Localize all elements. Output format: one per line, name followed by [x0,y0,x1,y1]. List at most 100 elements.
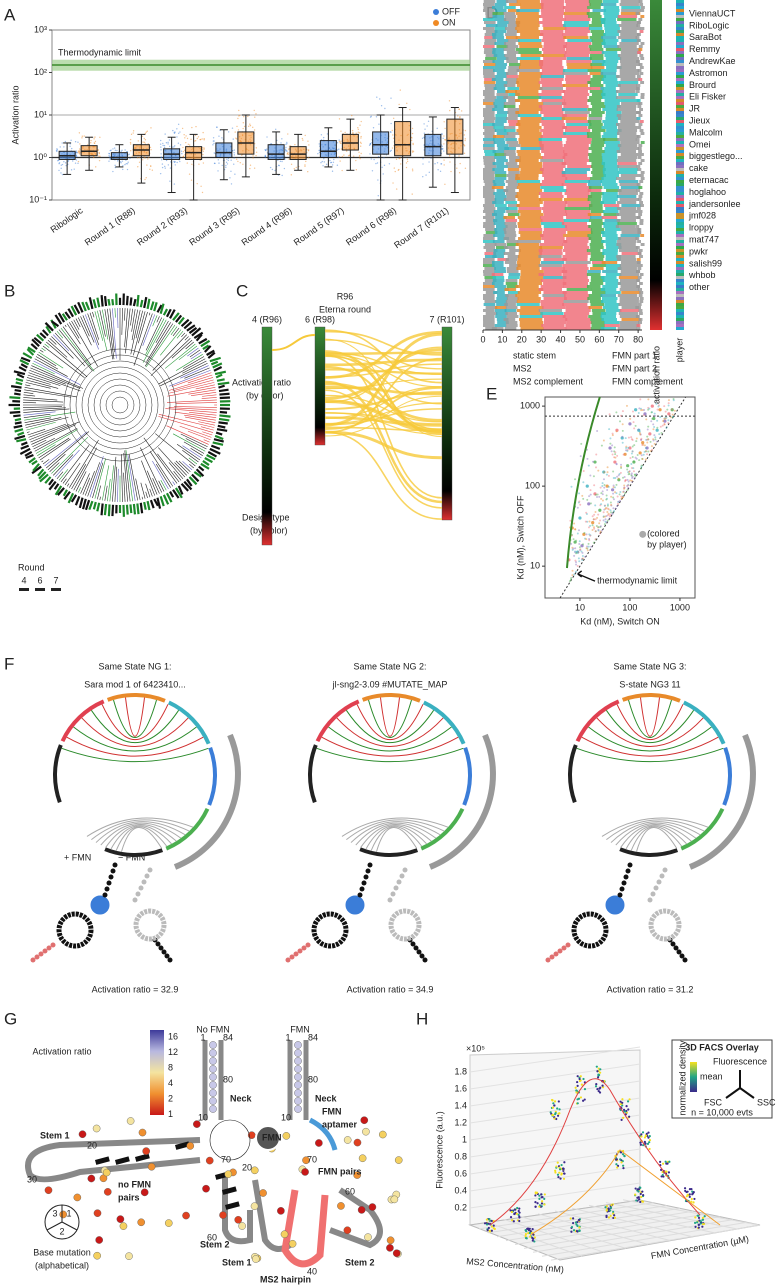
heat-cell [619,192,638,195]
cloud-dot [631,438,633,440]
pair-chord [577,748,724,761]
nt [209,1057,216,1064]
heat-cell [565,318,590,321]
cloud-dot [611,444,613,446]
heat-cell [497,144,509,147]
event [641,1190,643,1192]
heat-cell [603,0,619,3]
cloud-dot [578,543,580,545]
player-stripe [676,27,684,30]
jitter-dot [412,193,413,194]
heat-cell [520,6,543,9]
event [518,1215,520,1217]
heat-cell [604,324,620,327]
heat-cell [504,48,516,51]
jitter-dot [406,103,407,104]
jitter-dot [164,147,165,148]
player-stripe [676,162,684,165]
event [577,1102,579,1104]
nt-number: 84 [223,1032,233,1042]
nt [294,952,299,957]
heat-cell [566,120,591,123]
heat-cell [619,135,638,138]
heat-cell [538,255,561,258]
heat-cell [567,138,592,141]
heat-cell [606,57,622,60]
cloud-dot [633,421,635,423]
heat-cell [517,180,540,183]
heat-cell [566,48,591,51]
heat-cell [508,213,520,216]
point [658,408,661,411]
event [555,1165,557,1167]
heat-cell [493,69,505,72]
cloud-dot [575,540,577,542]
jitter-dot [178,133,179,134]
colorbar-tick: 4 [168,1078,173,1088]
jitter-dot [82,136,83,137]
player-stripe [676,258,684,261]
cloud-dot [622,477,624,479]
jitter-dot [317,153,318,154]
event [556,1107,558,1109]
player-stripe [676,81,684,84]
heat-cell [519,228,542,231]
box [395,122,411,156]
heat-cell [544,321,567,324]
heat-cell [483,324,495,327]
x-tick-label: 0 [480,334,485,344]
heat-cell [566,123,591,126]
ms2-tube [285,1190,325,1264]
jitter-dot [444,139,445,140]
heat-cell [618,237,637,240]
heat-cell [588,153,602,156]
outer-ring [127,296,128,305]
heat-cell [618,171,637,174]
heat-cell [495,324,507,327]
sequence-arc [620,849,677,855]
nt [103,893,108,898]
event [621,1102,623,1104]
heat-cell [493,279,505,282]
heat-cell [515,159,538,162]
jitter-dot [65,141,66,142]
jitter-dot [381,105,382,106]
outer-ring [80,498,83,508]
outer-ring [17,374,24,377]
jitter-dot [372,170,373,171]
heat-cell [563,90,588,93]
heat-cell [621,174,640,177]
nt [202,1185,209,1192]
nt [648,898,653,903]
jitter-dot [187,162,188,163]
segment-legend: MS2 [513,363,532,373]
heat-cell [516,36,539,39]
player-stripe [676,78,684,81]
cloud-dot [670,416,672,418]
player-stripe [676,273,684,276]
player-stripe [676,54,684,57]
heat-cell [541,150,564,153]
heat-cell [591,321,605,324]
nt [120,1223,127,1230]
header: FMN [290,1024,310,1034]
heat-cell [638,252,642,255]
nt [113,863,118,868]
cloud-dot [620,415,622,417]
cloud-dot [633,427,635,429]
jitter-dot [465,138,466,139]
cloud-dot [645,418,647,420]
heat-cell [520,213,543,216]
heat-cell [518,297,541,300]
pair-chord [640,698,659,737]
heat-cell [620,57,639,60]
heat-cell [566,186,591,189]
heat-cell [544,228,567,231]
tree-branch [117,308,118,328]
heat-cell [636,90,640,93]
jitter-dot [360,136,361,137]
nt [337,1202,344,1209]
event [576,1081,578,1083]
sequence-arc [360,849,417,855]
event [538,1198,540,1200]
